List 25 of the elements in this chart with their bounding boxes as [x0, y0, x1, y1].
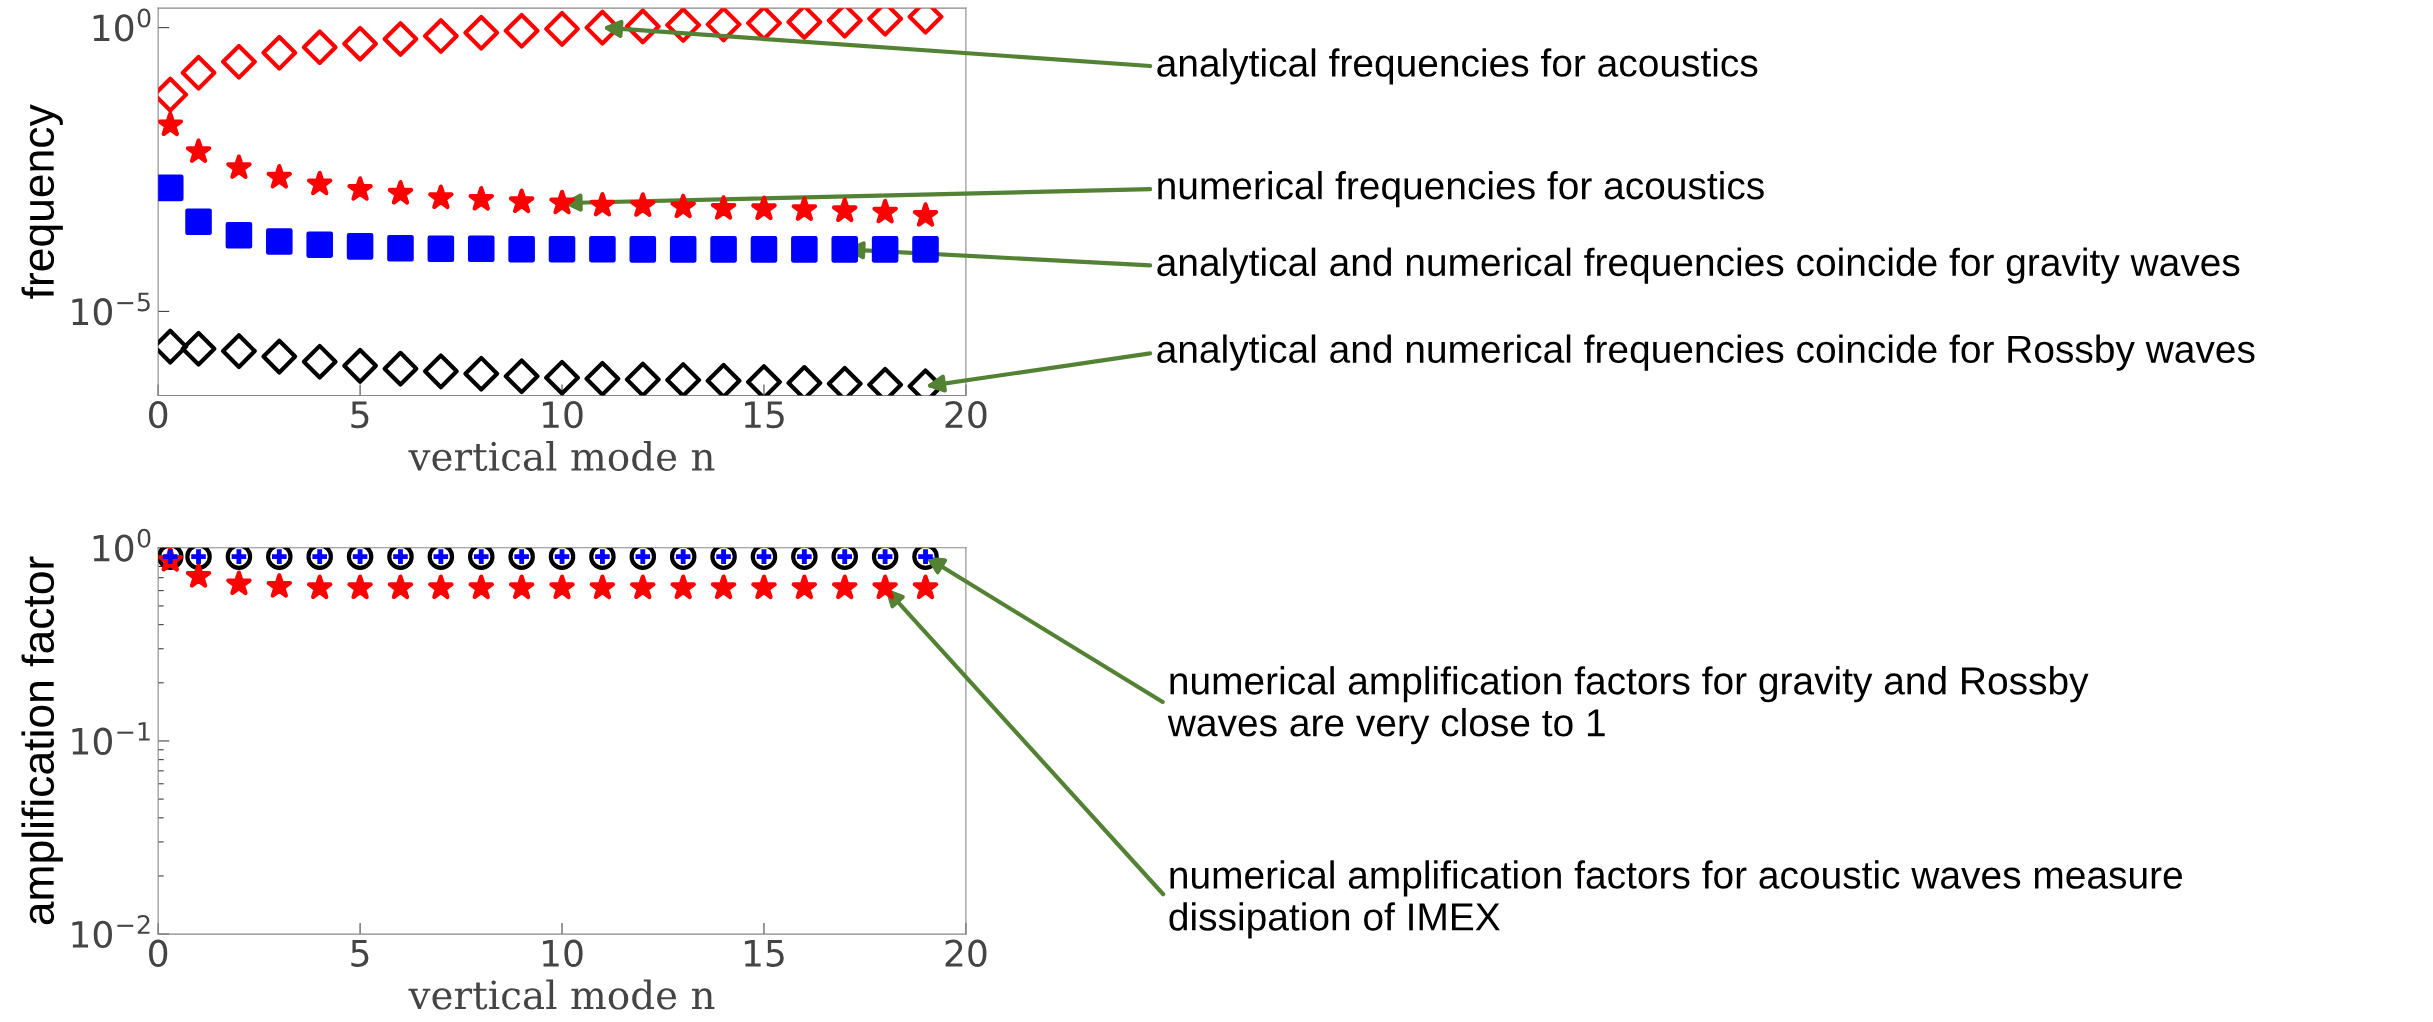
y-tick-label: 10$^{−5}$ [72, 292, 150, 326]
annotation: analytical and numerical frequencies coincide for Rossby waves [1157, 334, 2255, 371]
x-tick-label: 10 [543, 401, 583, 429]
x-tick-label: 15 [744, 401, 784, 429]
y-tick-label: 10$^{−1}$ [72, 722, 150, 755]
annotation: numerical amplification factors for gravity and Rossby waves are very close to 1 [1167, 666, 2089, 745]
y-tick-label: 10$^{0}$ [93, 8, 151, 42]
annotation: numerical amplification factors for acoustic waves measure dissipation of IMEX [1169, 860, 2182, 939]
x-tick-label: 10 [543, 939, 583, 967]
y-axis-title: amplification factor [21, 556, 63, 925]
x-tick-label: 5 [351, 401, 369, 429]
y-tick-label: 10$^{−2}$ [72, 914, 150, 949]
annotation: numerical frequencies for acoustics [1158, 170, 1764, 208]
y-tick-label: 10$^{0}$ [93, 528, 151, 562]
x-tick-label: 15 [744, 940, 784, 967]
x-tick-label: 0 [149, 401, 168, 429]
x-tick-label: 20 [945, 939, 987, 967]
x-tick-label: 5 [351, 940, 369, 967]
x-axis-title: vertical mode n [408, 979, 715, 1010]
annotation: analytical frequencies for acoustics [1157, 48, 1758, 85]
annotation: analytical and numerical frequencies coincide for gravity waves [1157, 247, 2240, 284]
x-tick-label: 20 [945, 401, 987, 429]
x-tick-label: 0 [149, 939, 168, 967]
y-axis-title: frequency [21, 104, 63, 299]
x-axis-title: vertical mode n [408, 440, 715, 471]
